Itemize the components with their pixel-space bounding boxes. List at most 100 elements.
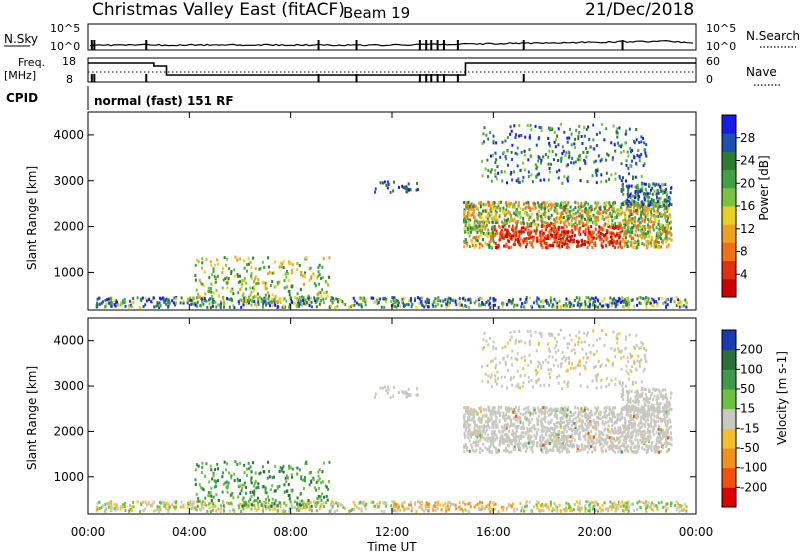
power-echo: [623, 211, 626, 215]
power-echo: [608, 243, 611, 247]
power-echo: [646, 213, 649, 217]
power-echo: [652, 213, 655, 217]
power-echo: [580, 214, 583, 218]
velocity-echo: [669, 420, 672, 424]
power-echo: [242, 292, 245, 296]
power-echo: [439, 299, 442, 303]
power-echo: [621, 237, 624, 241]
power-echo: [679, 301, 682, 305]
power-echo: [503, 223, 506, 227]
power-echo: [628, 214, 631, 218]
velocity-echo: [317, 486, 320, 490]
power-echo: [554, 209, 557, 213]
velocity-echo: [481, 505, 484, 509]
velocity-echo: [514, 410, 517, 414]
power-echo: [410, 305, 413, 309]
velocity-echo: [416, 500, 419, 504]
velocity-echo: [268, 498, 271, 502]
power-echo: [114, 304, 117, 308]
power-echo: [605, 211, 608, 215]
power-echo: [381, 181, 384, 185]
power-echo: [119, 301, 122, 305]
velocity-echo: [463, 425, 466, 429]
power-echo: [579, 232, 582, 236]
power-echo: [565, 164, 568, 168]
power-echo: [661, 232, 664, 236]
power-echo: [158, 303, 161, 307]
power-echo: [543, 207, 546, 211]
power-echo: [666, 232, 669, 236]
velocity-echo: [645, 506, 648, 510]
velocity-echo: [215, 484, 218, 488]
power-echo: [215, 275, 218, 279]
velocity-echo: [622, 504, 625, 508]
power-echo: [489, 239, 492, 243]
velocity-echo: [249, 465, 252, 469]
velocity-echo: [548, 413, 551, 417]
power-echo: [572, 208, 575, 212]
power-echo: [550, 213, 553, 217]
velocity-echo: [636, 507, 639, 511]
velocity-echo: [107, 505, 110, 509]
power-echo: [615, 231, 618, 235]
power-echo: [619, 242, 622, 246]
velocity-echo: [614, 415, 617, 419]
nsearch-label: N.Search: [746, 29, 800, 43]
velocity-echo: [513, 407, 516, 411]
velocity-echo: [394, 504, 397, 508]
velocity-echo: [629, 432, 632, 436]
power-echo: [565, 214, 568, 218]
power-echo: [561, 145, 564, 149]
power-echo: [470, 238, 473, 242]
power-echo: [416, 188, 419, 192]
power-echo: [603, 297, 606, 301]
power-echo: [479, 242, 482, 246]
velocity-echo: [458, 501, 461, 505]
power-echo: [471, 226, 474, 230]
power-echo: [581, 205, 584, 209]
power-echo: [649, 301, 652, 305]
velocity-echo: [479, 438, 482, 442]
power-echo: [644, 215, 647, 219]
power-echo: [514, 213, 517, 217]
power-echo: [578, 244, 581, 248]
power-echo: [585, 214, 588, 218]
power-echo: [670, 186, 673, 190]
velocity-echo: [308, 471, 311, 475]
power-echo: [554, 221, 557, 225]
power-echo: [560, 159, 563, 163]
power-echo: [488, 240, 491, 244]
power-echo: [564, 305, 567, 309]
power-echo: [436, 297, 439, 301]
power-echo: [666, 223, 669, 227]
power-echo: [582, 150, 585, 154]
power-echo: [610, 304, 613, 308]
power-echo: [623, 215, 626, 219]
power-echo: [537, 172, 540, 176]
power-echo: [594, 206, 597, 210]
power-echo: [627, 203, 630, 207]
power-echo: [627, 172, 630, 176]
power-echo: [556, 243, 559, 247]
velocity-echo: [167, 504, 170, 508]
power-echo: [482, 202, 485, 206]
power-echo: [583, 125, 586, 129]
power-echo: [568, 155, 571, 159]
velocity-echo: [251, 490, 254, 494]
velocity-echo: [549, 437, 552, 441]
velocity-echo: [585, 500, 588, 504]
power-echo: [596, 215, 599, 219]
power-echo: [556, 220, 559, 224]
power-echo: [392, 299, 395, 303]
velocity-echo: [543, 440, 546, 444]
power-echo: [491, 233, 494, 237]
power-echo: [612, 205, 615, 209]
velocity-echo: [432, 504, 435, 508]
velocity-echo: [560, 438, 563, 442]
velocity-echo: [619, 449, 622, 453]
power-echo: [509, 234, 512, 238]
velocity-echo: [132, 500, 135, 504]
power-echo: [383, 180, 386, 184]
power-echo: [507, 239, 510, 243]
power-echo: [253, 289, 256, 293]
